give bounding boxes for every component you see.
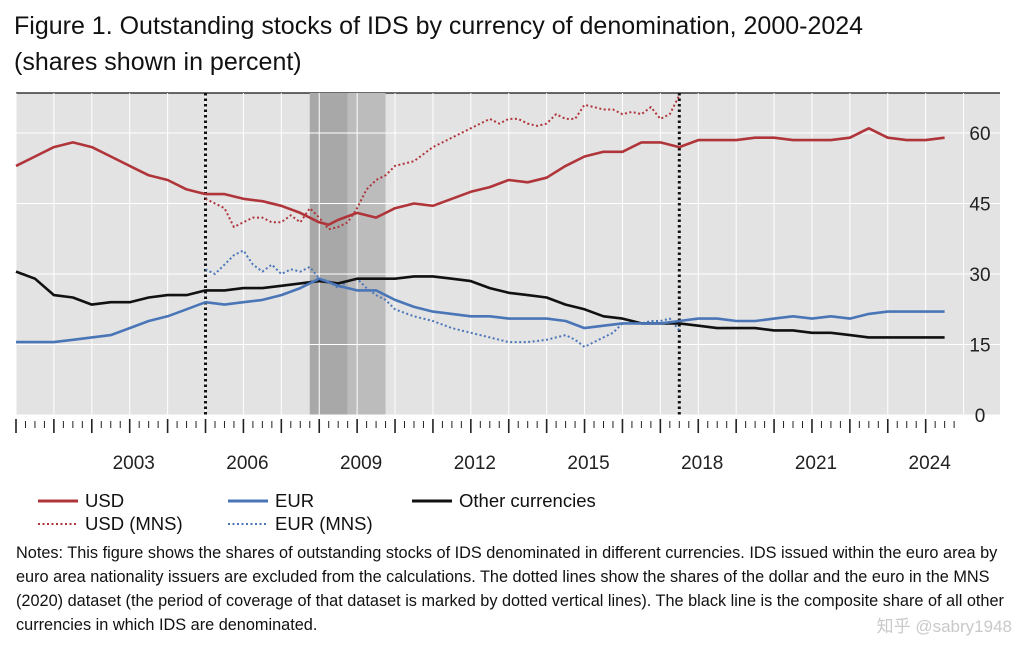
series-eur bbox=[16, 277, 945, 344]
y-tick-label: 30 bbox=[969, 265, 990, 286]
x-tick-label: 2021 bbox=[795, 453, 837, 474]
series-other-currencies bbox=[15, 270, 945, 339]
y-tick-label: 45 bbox=[969, 195, 990, 216]
chart-title-line-1: Figure 1. Outstanding stocks of IDS by c… bbox=[14, 12, 864, 40]
legend-label: EUR bbox=[275, 490, 314, 511]
y-tick-label: 60 bbox=[969, 124, 990, 145]
series-usd bbox=[15, 127, 945, 226]
watermark: 知乎 @sabry1948 bbox=[876, 617, 1012, 636]
line-chart: 0 15 30 45 60 2003 2006 2009 2012 2015 2018 2021 20… bbox=[15, 92, 1000, 534]
legend-label: USD (MNS) bbox=[85, 513, 183, 534]
x-tick-label: 2015 bbox=[567, 453, 609, 474]
x-tick-label: 2018 bbox=[681, 453, 723, 474]
x-tick-label: 2024 bbox=[909, 453, 952, 474]
shaded-period-1 bbox=[309, 93, 348, 415]
x-tick-label: 2012 bbox=[454, 453, 496, 474]
y-tick-label: 0 bbox=[975, 406, 986, 427]
x-tick-label: 2006 bbox=[226, 453, 268, 474]
chart-title-line-2: (shares shown in percent) bbox=[14, 48, 302, 76]
plot-background bbox=[16, 93, 1000, 415]
chart-title: Figure 1. Outstanding stocks of IDS by c… bbox=[14, 8, 1004, 80]
legend-label: EUR (MNS) bbox=[275, 513, 373, 534]
legend-label: Other currencies bbox=[459, 490, 596, 511]
x-tick-label: 2009 bbox=[340, 453, 382, 474]
y-tick-label: 15 bbox=[969, 336, 990, 357]
x-tick-label: 2003 bbox=[113, 453, 155, 474]
shaded-period-2 bbox=[347, 93, 386, 415]
legend-label: USD bbox=[85, 490, 124, 511]
chart-notes: Notes: This figure shows the shares of o… bbox=[16, 544, 1004, 634]
